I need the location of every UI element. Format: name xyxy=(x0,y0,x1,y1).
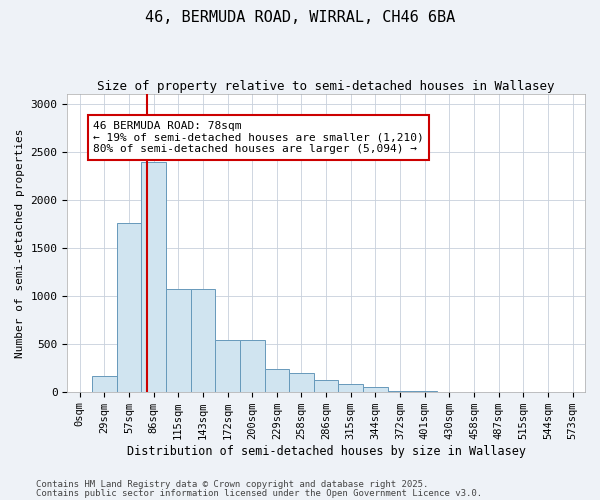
Bar xyxy=(92,376,116,392)
Text: Contains HM Land Registry data © Crown copyright and database right 2025.: Contains HM Land Registry data © Crown c… xyxy=(36,480,428,489)
Bar xyxy=(215,340,240,392)
Text: Contains public sector information licensed under the Open Government Licence v3: Contains public sector information licen… xyxy=(36,488,482,498)
Text: 46 BERMUDA ROAD: 78sqm
← 19% of semi-detached houses are smaller (1,210)
80% of : 46 BERMUDA ROAD: 78sqm ← 19% of semi-det… xyxy=(93,121,424,154)
Bar xyxy=(289,374,314,392)
Bar xyxy=(265,369,289,392)
Y-axis label: Number of semi-detached properties: Number of semi-detached properties xyxy=(15,128,25,358)
Bar xyxy=(338,384,363,392)
Bar xyxy=(314,380,338,392)
Title: Size of property relative to semi-detached houses in Wallasey: Size of property relative to semi-detach… xyxy=(97,80,555,93)
X-axis label: Distribution of semi-detached houses by size in Wallasey: Distribution of semi-detached houses by … xyxy=(127,444,526,458)
Bar xyxy=(141,162,166,392)
Bar xyxy=(116,223,141,392)
Bar xyxy=(388,391,412,392)
Bar xyxy=(363,388,388,392)
Bar xyxy=(191,290,215,392)
Bar xyxy=(240,340,265,392)
Bar xyxy=(166,289,191,392)
Text: 46, BERMUDA ROAD, WIRRAL, CH46 6BA: 46, BERMUDA ROAD, WIRRAL, CH46 6BA xyxy=(145,10,455,25)
